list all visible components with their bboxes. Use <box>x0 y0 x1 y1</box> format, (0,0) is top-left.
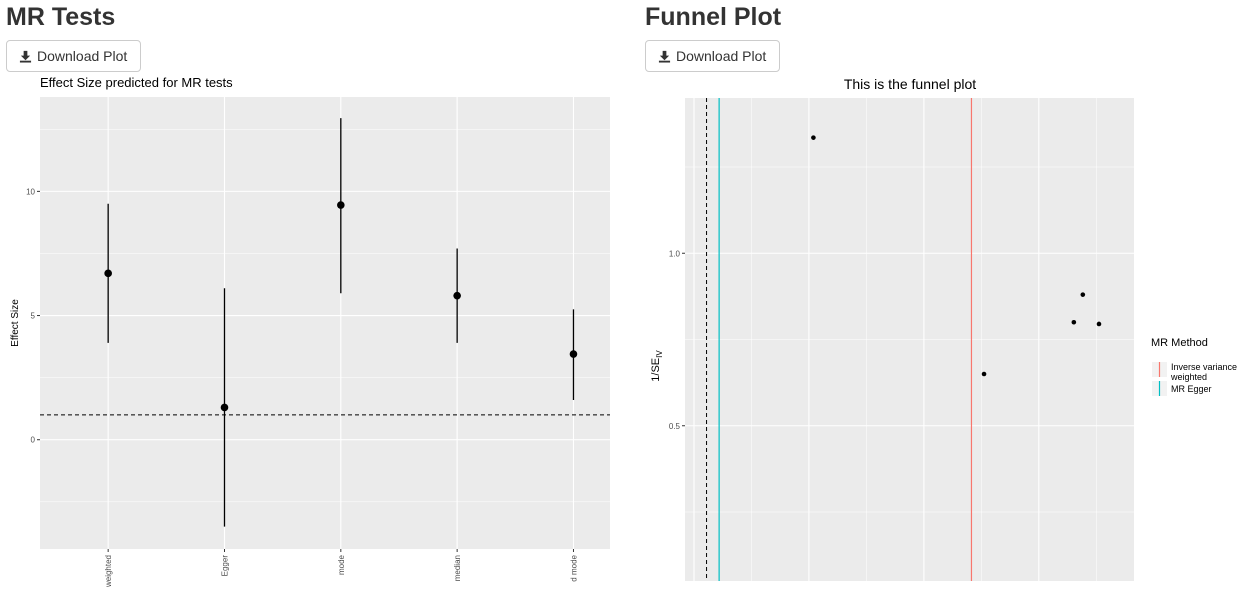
download-plot-button-mr-tests[interactable]: Download Plot <box>6 40 141 72</box>
y-tick-label: 5 <box>31 312 36 321</box>
download-icon <box>19 50 32 63</box>
legend-label-ivw: Inverse variance weighted <box>1170 362 1240 382</box>
data-point <box>453 291 461 300</box>
data-point <box>1080 292 1086 297</box>
y-tick-label: 0 <box>31 436 36 445</box>
chart-title: Effect Size predicted for MR tests <box>40 75 233 90</box>
data-point <box>569 350 578 358</box>
mr-tests-title: MR Tests <box>6 3 116 31</box>
y-tick-label: 1.0 <box>669 249 681 258</box>
y-tick-label: 10 <box>26 187 35 196</box>
legend-label-ivw-line1: Inverse variance <box>1171 362 1237 372</box>
x-tick-label: mode <box>337 554 346 575</box>
download-icon <box>658 50 671 63</box>
x-tick-label: median <box>453 555 462 581</box>
data-point <box>1096 321 1102 327</box>
funnel-plot-title: Funnel Plot <box>645 3 782 31</box>
legend-label-ivw-line2: weighted <box>1170 372 1207 382</box>
y-axis-label-main: 1/SE <box>650 358 662 382</box>
data-point <box>1071 319 1077 325</box>
plot-panel <box>40 97 610 549</box>
legend-title: MR Method <box>1151 337 1208 349</box>
data-point <box>981 371 987 377</box>
download-plot-button-funnel[interactable]: Download Plot <box>645 40 780 72</box>
data-point <box>220 403 229 412</box>
download-plot-label: Download Plot <box>676 48 767 64</box>
data-point <box>811 135 816 140</box>
x-tick-label: weighted <box>104 555 113 588</box>
y-axis-label: 1/SEIV <box>650 350 664 382</box>
download-plot-label: Download Plot <box>37 48 128 64</box>
y-axis-label: Effect Size <box>10 299 21 347</box>
funnel-chart: This is the funnel plot 1/SEIV 0.5 1.0 MR… <box>650 76 1240 581</box>
x-tick-label: d mode <box>569 554 578 581</box>
y-tick-label: 0.5 <box>669 422 681 431</box>
legend-label-egger: MR Egger <box>1171 384 1212 394</box>
chart-title: This is the funnel plot <box>844 76 976 92</box>
y-axis-label-subscript: IV <box>655 350 664 358</box>
x-tick-label: Egger <box>220 555 229 577</box>
data-point <box>104 269 112 278</box>
data-point <box>337 201 345 209</box>
mr-tests-chart: Effect Size predicted for MR tests Effec… <box>10 75 610 588</box>
